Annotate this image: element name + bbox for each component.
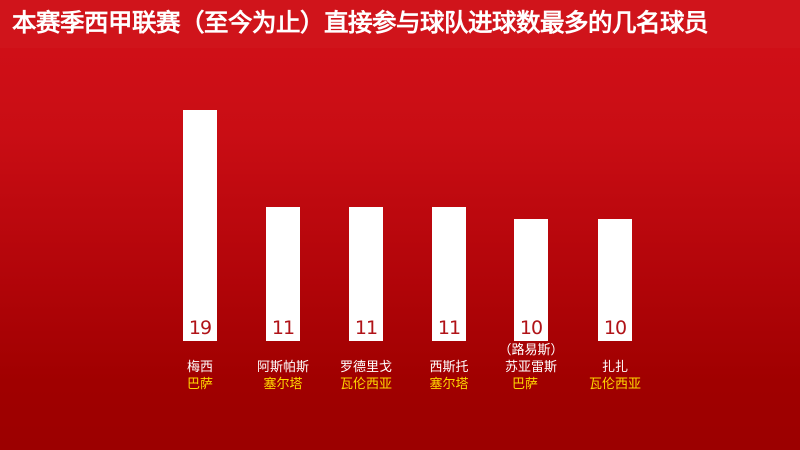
title-bar xyxy=(0,0,800,48)
bar-value: 10 xyxy=(603,317,627,339)
bar-rodrigo: 11 xyxy=(349,207,383,341)
bar-value: 10 xyxy=(519,317,543,339)
team-name: 巴萨 xyxy=(186,377,213,392)
chart-title: 本赛季西甲联赛（至今为止）直接参与球队进球数最多的几名球员 xyxy=(12,8,709,37)
team-name: 巴萨 xyxy=(511,377,538,392)
bar-suarez: 10 xyxy=(514,219,548,341)
bar-aspas: 11 xyxy=(266,207,300,341)
player-name: 扎扎 xyxy=(601,360,628,375)
bar-value: 11 xyxy=(354,317,378,339)
team-name: 瓦伦西亚 xyxy=(339,377,392,392)
player-name: 罗德里戈 xyxy=(339,360,392,375)
player-name: 西斯托 xyxy=(429,360,469,375)
player-name: 苏亚雷斯 xyxy=(504,360,557,375)
bar-value: 11 xyxy=(271,317,295,339)
bar-value: 11 xyxy=(437,317,461,339)
player-name: 阿斯帕斯 xyxy=(256,360,309,375)
team-name: 瓦伦西亚 xyxy=(588,377,641,392)
team-name: 塞尔塔 xyxy=(429,377,469,392)
bar-messi: 19 xyxy=(183,110,217,341)
bar-zaza: 10 xyxy=(598,219,632,341)
bar-value: 19 xyxy=(188,317,212,339)
player-name: 梅西 xyxy=(186,360,213,375)
player-alias: （路易斯） xyxy=(498,343,564,358)
team-name: 塞尔塔 xyxy=(263,377,303,392)
bar-sisto: 11 xyxy=(432,207,466,341)
